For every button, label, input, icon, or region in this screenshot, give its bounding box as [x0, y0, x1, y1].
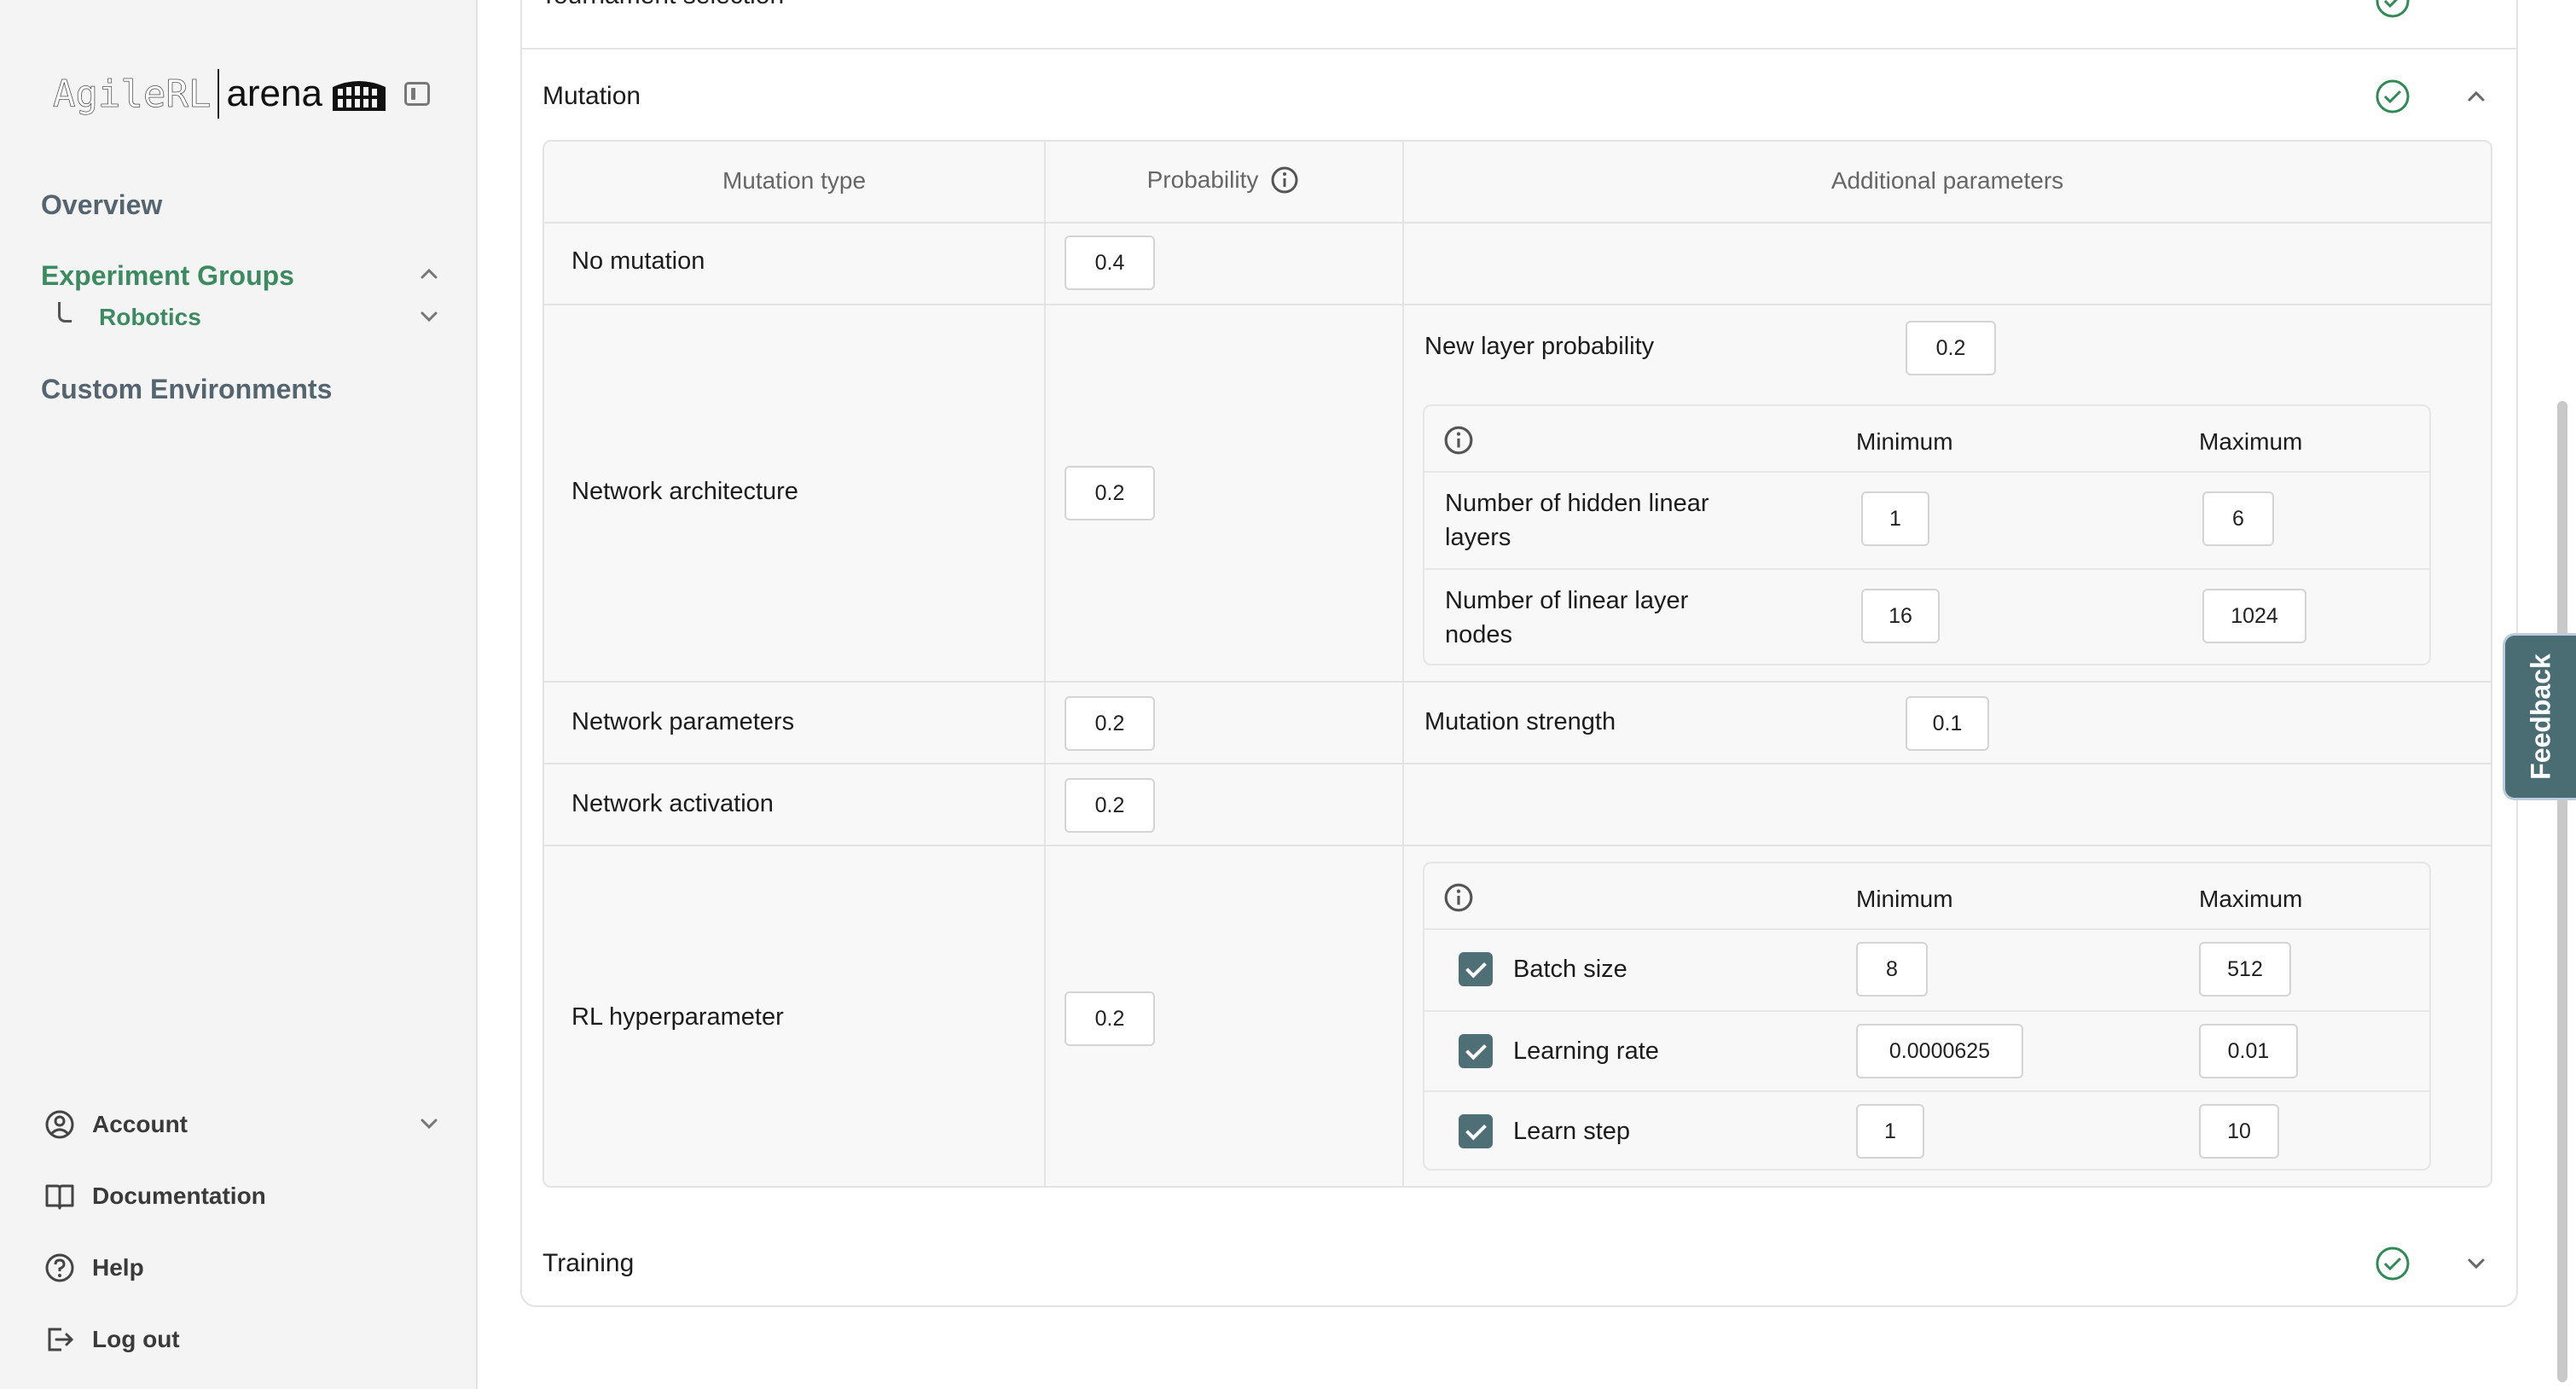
learn-step-checkbox[interactable] — [1459, 1114, 1493, 1148]
new-layer-probability-label: New layer probability — [1424, 333, 1655, 360]
documentation-label: Documentation — [92, 1183, 266, 1209]
book-icon — [45, 1184, 74, 1210]
nav-custom-environments[interactable]: Custom Environments — [41, 374, 333, 404]
hidden-layers-min-input[interactable]: 1 — [1861, 491, 1929, 546]
row-divider — [544, 763, 2491, 764]
learning-rate-min-input[interactable]: 0.0000625 — [1856, 1024, 2023, 1078]
row-divider — [1424, 568, 2429, 570]
learning-rate-checkbox[interactable] — [1459, 1034, 1493, 1068]
feedback-tab[interactable]: Feedback — [2503, 633, 2576, 800]
section-title-training[interactable]: Training — [542, 1249, 635, 1277]
nav-experiment-groups[interactable]: Experiment Groups — [41, 260, 294, 291]
row-label-network-architecture: Network architecture — [571, 478, 798, 505]
header-probability-label: Probability — [1146, 166, 1259, 193]
probability-input-no-mutation[interactable]: 0.4 — [1065, 235, 1155, 290]
chevron-down-icon[interactable] — [2467, 1258, 2486, 1270]
row-divider — [544, 222, 2491, 224]
layer-nodes-max-input[interactable]: 1024 — [2202, 589, 2306, 643]
info-icon[interactable] — [1443, 425, 1474, 456]
row-divider — [1424, 1010, 2429, 1012]
colosseum-icon — [332, 81, 386, 111]
tree-branch-icon — [58, 302, 72, 323]
maximum-header: Maximum — [2199, 428, 2303, 455]
account-label: Account — [92, 1111, 188, 1137]
header-mutation-type: Mutation type — [722, 167, 867, 194]
row-label-no-mutation: No mutation — [571, 247, 705, 275]
header-additional-parameters: Additional parameters — [1830, 167, 2064, 194]
hidden-layers-max-input[interactable]: 6 — [2202, 491, 2274, 546]
chevron-up-icon[interactable] — [2467, 90, 2486, 102]
main-content: Tournament selection Mutation Mutation t… — [476, 0, 2576, 1389]
mutation-table: Mutation type Probability Additional par… — [542, 140, 2492, 1188]
row-divider — [1424, 471, 2429, 473]
info-icon[interactable] — [1443, 882, 1474, 913]
row-divider — [1424, 1090, 2429, 1092]
hidden-layers-label: Number of hidden linear layers — [1445, 490, 1709, 551]
row-divider — [1424, 928, 2429, 930]
batch-size-label: Batch size — [1513, 956, 1627, 983]
row-divider — [544, 681, 2491, 683]
chevron-up-icon[interactable] — [420, 268, 438, 280]
section-divider — [520, 48, 2518, 49]
batch-size-min-input[interactable]: 8 — [1856, 942, 1928, 997]
learning-rate-label: Learning rate — [1513, 1037, 1659, 1065]
nav-overview[interactable]: Overview — [41, 189, 163, 220]
rl-hyperparameter-range-table: Minimum Maximum Batch size 8 512 Learnin… — [1423, 862, 2431, 1171]
nav-help[interactable]: Help — [44, 1252, 144, 1283]
row-divider — [544, 845, 2491, 846]
nav-documentation[interactable]: Documentation — [44, 1181, 266, 1212]
product-name: arena — [226, 73, 322, 114]
row-label-rl-hyperparameter: RL hyperparameter — [571, 1003, 784, 1031]
layer-nodes-label: Number of linear layer nodes — [1445, 587, 1689, 648]
probability-input-network-activation[interactable]: 0.2 — [1065, 778, 1155, 833]
check-circle-icon — [2376, 79, 2410, 113]
probability-input-network-architecture[interactable]: 0.2 — [1065, 466, 1155, 520]
probability-input-rl-hyperparameter[interactable]: 0.2 — [1065, 991, 1155, 1046]
check-circle-icon — [2376, 0, 2410, 18]
learn-step-min-input[interactable]: 1 — [1856, 1104, 1924, 1159]
feedback-label: Feedback — [2525, 654, 2556, 780]
section-title-previous[interactable]: Tournament selection — [541, 0, 784, 10]
probability-input-network-parameters[interactable]: 0.2 — [1065, 696, 1155, 751]
learn-step-max-input[interactable]: 10 — [2199, 1104, 2279, 1159]
nav-account[interactable]: Account — [44, 1109, 188, 1140]
row-divider — [544, 304, 2491, 305]
new-layer-probability-input[interactable]: 0.2 — [1906, 321, 1996, 375]
scrollbar-thumb[interactable] — [2557, 401, 2567, 1382]
chevron-down-icon[interactable] — [420, 311, 438, 323]
collapse-sidebar-icon[interactable] — [404, 82, 430, 106]
architecture-range-table: Minimum Maximum Number of hidden linear … — [1423, 404, 2431, 665]
batch-size-max-input[interactable]: 512 — [2199, 942, 2291, 997]
user-circle-icon — [45, 1110, 74, 1139]
chevron-down-icon[interactable] — [420, 1118, 438, 1130]
info-icon[interactable] — [1270, 166, 1299, 195]
help-circle-icon — [45, 1253, 74, 1282]
logout-label: Log out — [92, 1326, 180, 1352]
layer-nodes-min-input[interactable]: 16 — [1861, 589, 1940, 643]
mutation-strength-input[interactable]: 0.1 — [1906, 696, 1989, 751]
row-label-network-activation: Network activation — [571, 790, 774, 817]
help-label: Help — [92, 1254, 144, 1281]
maximum-header: Maximum — [2199, 886, 2303, 912]
section-title-mutation[interactable]: Mutation — [542, 82, 641, 110]
row-label-network-parameters: Network parameters — [571, 708, 795, 735]
batch-size-checkbox[interactable] — [1459, 952, 1493, 986]
nav-robotics[interactable]: Robotics — [99, 304, 201, 330]
minimum-header: Minimum — [1856, 428, 1953, 455]
column-divider — [1402, 142, 1404, 1186]
check-circle-icon — [2376, 1247, 2410, 1281]
app-logo[interactable]: AgileRL arena — [53, 68, 387, 119]
learning-rate-max-input[interactable]: 0.01 — [2199, 1024, 2298, 1078]
column-divider — [1044, 142, 1046, 1186]
minimum-header: Minimum — [1856, 886, 1953, 912]
brand-logo-text: AgileRL — [53, 72, 212, 116]
sidebar: AgileRL arena Overview Experiment Groups… — [0, 0, 476, 1389]
mutation-strength-label: Mutation strength — [1424, 708, 1616, 735]
header-probability: Probability — [1044, 166, 1402, 195]
nav-logout[interactable]: Log out — [44, 1324, 180, 1355]
learn-step-label: Learn step — [1513, 1118, 1631, 1145]
logo-separator — [218, 69, 220, 119]
logout-icon — [48, 1328, 74, 1351]
